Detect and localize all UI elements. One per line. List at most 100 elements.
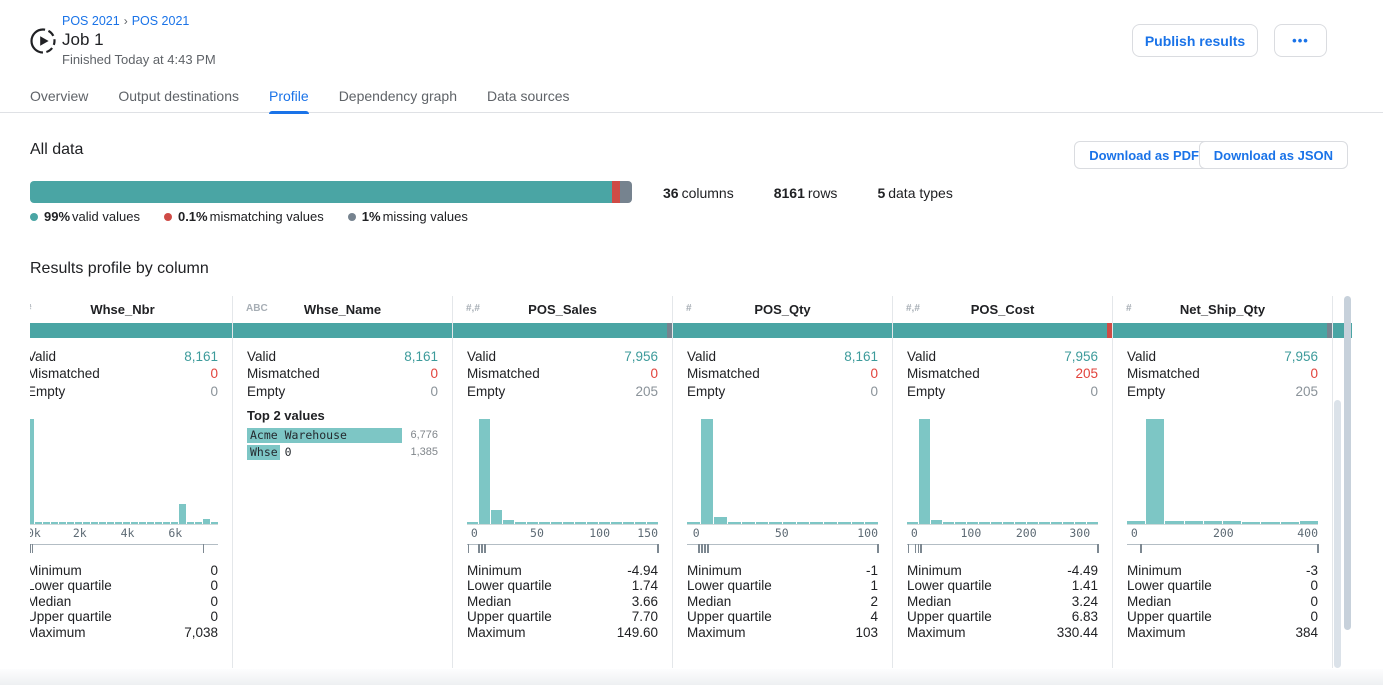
histogram-bar[interactable] (851, 521, 865, 524)
histogram-bar[interactable] (155, 522, 162, 524)
histogram-bar[interactable] (1003, 521, 1014, 524)
histogram-bar[interactable] (67, 522, 74, 524)
top-value-row[interactable]: Whse 0 1,385 (247, 444, 438, 460)
histogram-bar[interactable] (539, 521, 550, 524)
histogram-bar[interactable] (714, 516, 728, 524)
histogram-bar[interactable] (837, 522, 851, 524)
histogram-bar[interactable] (35, 522, 42, 524)
histogram-bar[interactable] (1203, 521, 1223, 524)
histogram-bar[interactable] (943, 521, 954, 524)
histogram-bar[interactable] (147, 522, 154, 524)
histogram-bar[interactable] (955, 521, 966, 524)
histogram-bar[interactable] (59, 522, 66, 524)
column-card-Whse_Nbr[interactable]: # Whse_Nbr Valid 8,161 Mismatched 0 Empty 0 0k 2k… (30, 296, 233, 668)
histogram-bar[interactable] (75, 522, 82, 524)
histogram-bar[interactable] (741, 521, 755, 524)
histogram-bar[interactable] (1015, 521, 1026, 524)
histogram-bar[interactable] (503, 520, 514, 524)
histogram-bar[interactable] (755, 521, 769, 524)
histogram-bar[interactable] (563, 521, 574, 524)
histogram-bar[interactable] (623, 522, 634, 524)
histogram-bar[interactable] (139, 522, 146, 524)
column-card-Net_Ship_Qty[interactable]: # Net_Ship_Qty Valid 7,956 Mismatched 0 Empty 2… (1113, 296, 1333, 668)
histogram-bar[interactable] (575, 521, 586, 524)
histogram-bar[interactable] (1127, 520, 1146, 524)
histogram-range-strip[interactable] (30, 541, 218, 555)
histogram-bar[interactable] (1146, 418, 1165, 524)
histogram-bar[interactable] (163, 522, 170, 524)
column-card-POS_Sales[interactable]: #,# POS_Sales Valid 7,956 Mismatched 0 Empty 20… (453, 296, 673, 668)
histogram-range-strip[interactable] (907, 541, 1099, 555)
histogram-bar[interactable] (587, 522, 598, 524)
breadcrumb-current-link[interactable]: POS 2021 (131, 14, 190, 28)
histogram-bar[interactable] (991, 522, 1002, 524)
histogram-bar[interactable] (687, 521, 700, 524)
histogram-bar[interactable] (907, 521, 918, 524)
histogram-bar[interactable] (91, 522, 98, 524)
vertical-scrollbar-thumb[interactable] (1344, 296, 1351, 630)
histogram-bar[interactable] (115, 522, 122, 524)
histogram-bar[interactable] (30, 418, 34, 524)
histogram-bar[interactable] (1165, 521, 1184, 524)
histogram-bar[interactable] (810, 522, 824, 524)
histogram-bar[interactable] (187, 522, 194, 524)
histogram-bar[interactable] (1087, 521, 1098, 524)
histogram-bar[interactable] (123, 522, 130, 524)
histogram-bar[interactable] (1027, 522, 1038, 524)
histogram-bar[interactable] (107, 522, 114, 524)
tab-data-sources[interactable]: Data sources (487, 88, 570, 104)
histogram-bar[interactable] (1299, 520, 1319, 524)
histogram-range-strip[interactable] (1127, 541, 1319, 555)
histogram-bar[interactable] (700, 418, 714, 524)
tab-output-destinations[interactable]: Output destinations (118, 88, 239, 104)
histogram-bar[interactable] (1184, 521, 1203, 524)
histogram-bar[interactable] (195, 522, 202, 524)
histogram-bar[interactable] (515, 521, 526, 524)
histogram-bar[interactable] (1261, 522, 1280, 524)
inner-vertical-scrollbar-thumb[interactable] (1334, 400, 1341, 668)
column-card-Whse_Name[interactable]: ABC Whse_Name Valid 8,161 Mismatched 0 Empty 0 T… (233, 296, 453, 668)
histogram-bar[interactable] (824, 522, 837, 524)
histogram-bar[interactable] (635, 522, 646, 524)
histogram-bar[interactable] (179, 504, 186, 524)
histogram-bar[interactable] (967, 521, 978, 524)
histogram-bar[interactable] (491, 510, 502, 524)
tab-dependency-graph[interactable]: Dependency graph (338, 88, 457, 104)
histogram-bar[interactable] (211, 522, 218, 524)
histogram-bar[interactable] (1075, 522, 1086, 524)
histogram-bar[interactable] (467, 521, 478, 524)
histogram-bar[interactable] (728, 521, 741, 524)
histogram-range-strip[interactable] (467, 541, 659, 555)
histogram-bar[interactable] (1280, 522, 1299, 524)
histogram-bar[interactable] (1039, 522, 1050, 524)
download-pdf-button[interactable]: Download as PDF (1074, 141, 1214, 169)
histogram-bar[interactable] (931, 519, 942, 524)
histogram-bar[interactable] (647, 521, 658, 524)
histogram-bar[interactable] (979, 521, 990, 524)
column-card-POS_Qty[interactable]: # POS_Qty Valid 8,161 Mismatched 0 Empty 0 0 50 10… (673, 296, 893, 668)
histogram-bar[interactable] (203, 518, 210, 524)
histogram-bar[interactable] (131, 522, 138, 524)
histogram-bar[interactable] (865, 521, 879, 524)
histogram-bar[interactable] (1051, 522, 1062, 524)
tab-overview[interactable]: Overview (30, 88, 89, 104)
tab-profile[interactable]: Profile (269, 88, 309, 114)
histogram-bar[interactable] (99, 522, 106, 524)
histogram-bar[interactable] (51, 522, 58, 524)
column-card-POS_Cost[interactable]: #,# POS_Cost Valid 7,956 Mismatched 205 Empty 0… (893, 296, 1113, 668)
histogram-bar[interactable] (599, 521, 610, 524)
histogram-bar[interactable] (796, 521, 810, 524)
histogram-bar[interactable] (551, 521, 562, 524)
horizontal-scrollbar-track[interactable] (0, 669, 1383, 685)
histogram-bar[interactable] (919, 418, 930, 524)
histogram-bar[interactable] (1063, 522, 1074, 524)
histogram-bar[interactable] (611, 522, 622, 524)
histogram-bar[interactable] (1242, 522, 1261, 524)
histogram-bar[interactable] (783, 521, 796, 524)
download-json-button[interactable]: Download as JSON (1198, 141, 1348, 169)
histogram-bar[interactable] (83, 522, 90, 524)
histogram-range-strip[interactable] (687, 541, 879, 555)
histogram-bar[interactable] (171, 522, 178, 524)
breadcrumb-parent-link[interactable]: POS 2021 (62, 14, 120, 28)
histogram-bar[interactable] (43, 522, 50, 524)
